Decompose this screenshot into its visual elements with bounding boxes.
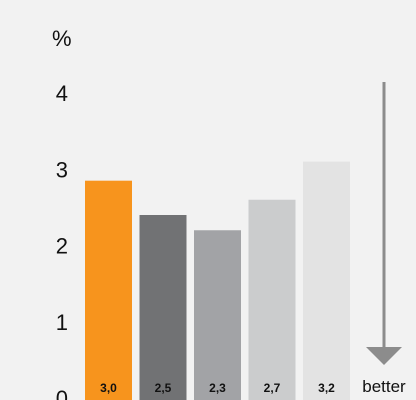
y-tick-label: 4: [56, 81, 68, 106]
bar: [85, 180, 132, 400]
y-tick-label: 3: [56, 157, 68, 182]
y-unit-label: %: [52, 26, 72, 51]
bar-data-label: 2,5: [155, 381, 172, 395]
bar: [139, 215, 187, 400]
bar-data-labels: 3,0 2,5 2,3 2,7 3,2: [100, 381, 335, 395]
bar-data-label: 3,0: [100, 381, 117, 395]
y-axis-ticks: 0 1 2 3 4: [56, 81, 68, 400]
bar: [194, 230, 241, 400]
bar: [303, 161, 350, 400]
y-tick-label: 1: [56, 310, 68, 335]
bar: [248, 199, 296, 400]
y-tick-label: 0: [56, 386, 68, 400]
bar-data-label: 2,3: [209, 381, 226, 395]
y-tick-label: 2: [56, 234, 68, 259]
better-label: better: [362, 377, 406, 396]
bar-data-label: 3,2: [318, 381, 335, 395]
down-arrow-icon: [366, 82, 402, 365]
bar-data-label: 2,7: [264, 381, 281, 395]
bars: [85, 161, 350, 400]
arrow-head: [366, 347, 402, 365]
